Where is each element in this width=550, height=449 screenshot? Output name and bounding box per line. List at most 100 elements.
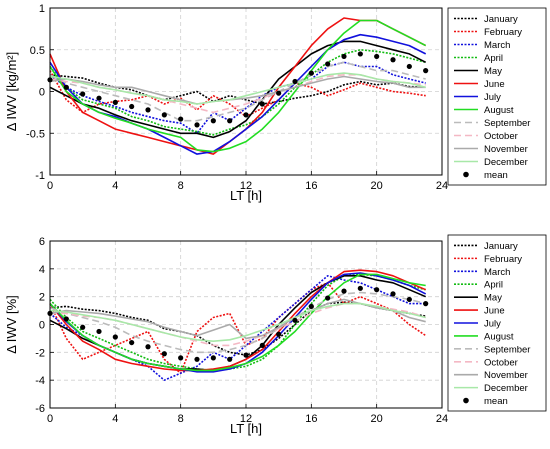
- panel2-mean-point: [390, 291, 396, 297]
- panel1-mean-point: [374, 53, 380, 60]
- panel2-x-tick-label: 24: [436, 413, 448, 425]
- panel1-y-tick-label: 1: [39, 3, 45, 15]
- panel1-x-tick-label: 0: [47, 180, 53, 192]
- panel1-mean-point: [341, 53, 347, 60]
- panel2-legend-label: June: [484, 306, 505, 317]
- panel2-legend-label: mean: [484, 396, 508, 407]
- panel1-mean-point: [63, 84, 69, 90]
- panel2-legend-label: July: [484, 319, 501, 330]
- panel2-mean-point: [374, 287, 380, 293]
- panel1-series-line: [49, 70, 426, 118]
- panel2-mean-point: [112, 334, 118, 340]
- panel2-mean-point: [308, 303, 314, 310]
- panel2-mean-point: [96, 328, 102, 335]
- panel1-mean-point: [145, 107, 151, 113]
- panel2-series-line: [49, 302, 426, 343]
- panel2-legend-label: February: [484, 254, 522, 265]
- panel1-y-tick-label: -0.5: [26, 128, 45, 140]
- panel2-mean-point: [129, 339, 135, 346]
- panel2-legend-label: August: [484, 331, 514, 342]
- panel1-series-line: [49, 61, 426, 122]
- panel2-legend-label: September: [484, 344, 530, 355]
- panel2-legend-label: November: [484, 370, 528, 381]
- panel1-x-tick-label: 16: [305, 180, 317, 192]
- panel1-mean-point: [210, 118, 216, 124]
- panel2-mean-point: [243, 352, 249, 358]
- panel1-mean-point: [96, 95, 102, 101]
- panel1-series-line: [49, 75, 426, 105]
- panel1-mean-point: [80, 91, 86, 97]
- panel1-legend-label: April: [484, 53, 503, 64]
- panel1-mean-point: [423, 68, 429, 74]
- panel2-y-tick-label: 2: [39, 292, 45, 304]
- panel2-mean-point: [80, 324, 86, 330]
- panel2-mean-point: [292, 317, 298, 323]
- panel2-mean-point: [325, 295, 331, 301]
- panel1-legend-label: May: [484, 66, 502, 77]
- panel2-axes-frame: [49, 240, 443, 409]
- panel1-mean-point: [259, 101, 265, 107]
- panel1-legend-label: November: [484, 144, 528, 155]
- panel1-y-tick-label: 0.5: [30, 45, 45, 57]
- panel2-legend-label: April: [484, 280, 503, 291]
- panel1-mean-point: [276, 90, 282, 96]
- panel1-mean-point: [308, 70, 314, 76]
- panel2-legend-label: March: [484, 267, 510, 278]
- panel2-mean-point: [227, 356, 233, 362]
- panel2-legend-swatch: [463, 397, 469, 404]
- panel2-y-tick-label: -6: [35, 403, 45, 415]
- panel2-x-tick-label: 4: [112, 413, 118, 425]
- panel1-mean-point: [292, 78, 298, 85]
- panel1-legend-label: February: [484, 27, 522, 38]
- panel1-y-axis-label: Δ IWV [kg/m²]: [4, 52, 19, 131]
- panel2-x-tick-label: 12: [240, 413, 252, 425]
- panel2-x-tick-label: 16: [305, 413, 317, 425]
- panel1-mean-point: [112, 99, 118, 105]
- panel2-mean-point: [259, 342, 265, 348]
- panel1-legend-label: March: [484, 40, 510, 51]
- panel1-legend-label: December: [484, 157, 528, 168]
- panel2-mean-point: [423, 301, 429, 307]
- panel2-legend-label: May: [484, 293, 502, 304]
- panel1-x-tick-label: 8: [178, 180, 184, 192]
- panel2-mean-point: [161, 351, 167, 357]
- panel1-series-line: [49, 19, 427, 153]
- panel2-mean-point: [357, 285, 363, 291]
- panel2-mean-point: [178, 355, 184, 361]
- panel2-series-line: [49, 273, 426, 372]
- panel1-mean-point: [227, 118, 233, 124]
- panel1-mean-point: [406, 63, 412, 70]
- panel2-mean-point: [276, 331, 282, 337]
- panel1-legend-label: mean: [484, 170, 508, 181]
- panel1-series-line: [49, 48, 426, 136]
- panel1-mean-point: [194, 122, 200, 128]
- panel1-x-tick-label: 20: [371, 180, 383, 192]
- panel1-mean-point: [357, 51, 363, 57]
- panel2-series-line: [49, 281, 427, 375]
- panel1-x-axis-label: LT [h]: [230, 188, 262, 203]
- panel1-legend-swatch: [463, 171, 469, 178]
- panel2-legend-label: December: [484, 383, 528, 394]
- panel2-mean-point: [145, 344, 151, 350]
- panel2-y-tick-label: 0: [39, 320, 45, 332]
- panel1-mean-point: [243, 112, 249, 118]
- panel2-x-axis-label: LT [h]: [230, 421, 262, 436]
- panel1-legend-label: September: [484, 118, 530, 129]
- panel1-legend-label: January: [484, 14, 518, 25]
- panel1-x-tick-label: 4: [112, 180, 118, 192]
- panel1-mean-point: [325, 61, 331, 67]
- panel2-y-axis-label: Δ IWV [%]: [4, 295, 19, 354]
- panel1-mean-point: [390, 57, 396, 63]
- panel1-mean-point: [129, 103, 135, 110]
- panel2-x-tick-label: 8: [178, 413, 184, 425]
- panel2-y-tick-label: 6: [39, 236, 45, 248]
- panel1-y-tick-label: 0: [39, 87, 45, 99]
- panel1-mean-point: [161, 112, 167, 118]
- panel2-mean-point: [210, 355, 216, 361]
- panel2-series-line: [49, 269, 427, 372]
- panel1-legend-label: June: [484, 79, 505, 90]
- panel2-x-tick-label: 0: [47, 413, 53, 425]
- panel1-x-tick-label: 24: [436, 180, 448, 192]
- panel2-y-tick-label: 4: [39, 264, 45, 276]
